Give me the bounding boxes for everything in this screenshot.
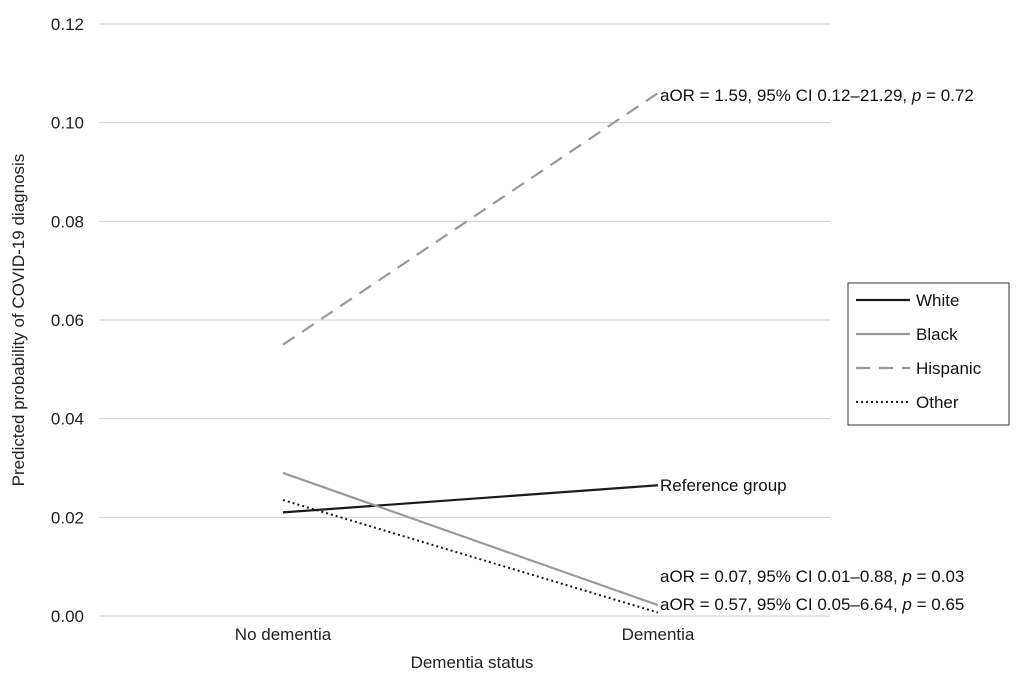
legend-box	[847, 282, 1010, 426]
gridlines	[99, 23, 830, 617]
series-line-black	[282, 471, 659, 607]
series-lines	[282, 92, 659, 614]
y-tick-label: 0.12	[51, 15, 84, 34]
x-tick-label: No dementia	[235, 625, 332, 644]
series-line-white	[282, 484, 659, 514]
annotation-other: aOR = 0.57, 95% CI 0.05–6.64, p = 0.65	[660, 595, 964, 614]
x-axis-ticks: No dementia Dementia	[235, 625, 695, 644]
legend: White Black Hispanic Other	[847, 282, 1010, 426]
annotation-hispanic: aOR = 1.59, 95% CI 0.12–21.29, p = 0.72	[660, 86, 974, 105]
x-tick-label: Dementia	[622, 625, 695, 644]
annotation-black: aOR = 0.07, 95% CI 0.01–0.88, p = 0.03	[660, 567, 964, 586]
legend-label-white: White	[916, 291, 959, 310]
y-tick-label: 0.02	[51, 508, 84, 527]
x-axis-label: Dementia status	[411, 653, 534, 672]
legend-label-hispanic: Hispanic	[916, 359, 982, 378]
legend-label-black: Black	[916, 325, 958, 344]
annotation-white: Reference group	[660, 476, 787, 495]
y-tick-label: 0.10	[51, 114, 84, 133]
y-tick-label: 0.06	[51, 311, 84, 330]
y-tick-label: 0.08	[51, 212, 84, 231]
y-axis-ticks: 0.00 0.02 0.04 0.06 0.08 0.10 0.12	[51, 15, 84, 626]
series-line-other	[282, 499, 659, 614]
y-axis-label: Predicted probability of COVID-19 diagno…	[9, 154, 28, 487]
y-tick-label: 0.04	[51, 410, 84, 429]
annotations: aOR = 1.59, 95% CI 0.12–21.29, p = 0.72 R…	[660, 86, 974, 614]
y-tick-label: 0.00	[51, 607, 84, 626]
legend-label-other: Other	[916, 393, 959, 412]
series-line-hispanic	[282, 92, 659, 346]
